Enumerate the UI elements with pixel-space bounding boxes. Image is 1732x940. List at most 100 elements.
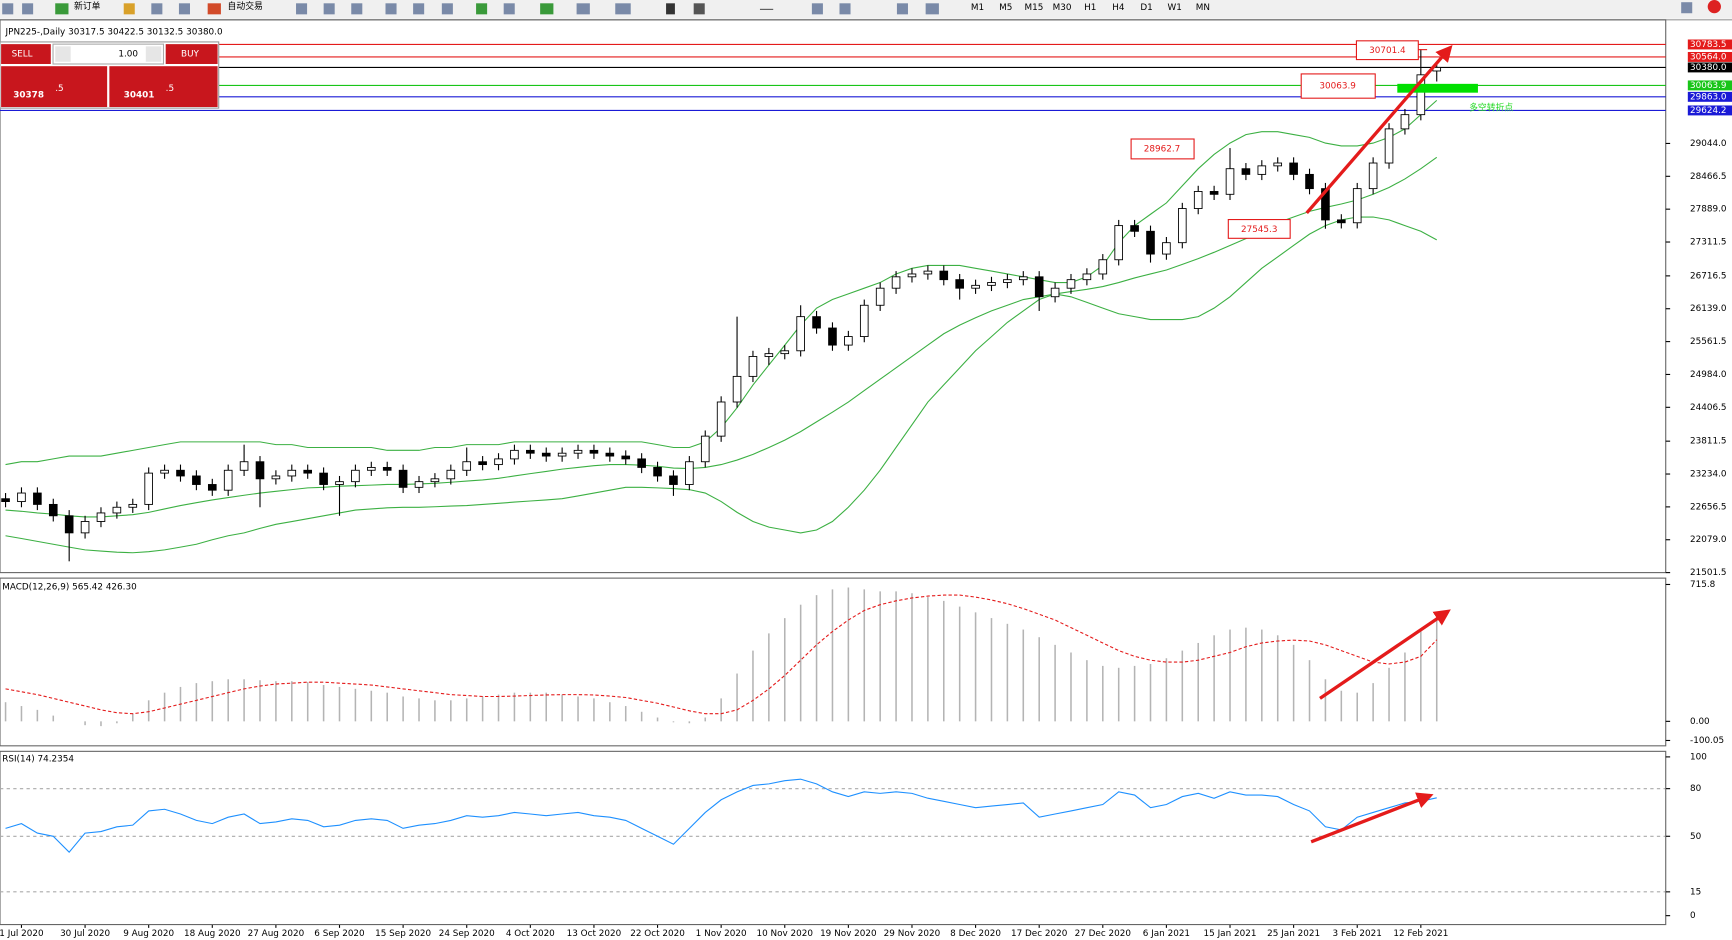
macd-signal [5, 594, 1438, 715]
candle-body [207, 484, 217, 491]
timeframe[interactable]: H1 [1084, 3, 1096, 13]
candle-body [573, 449, 583, 454]
sell-button[interactable]: SELL [12, 50, 33, 60]
candle-body [494, 458, 503, 466]
plot-area: 30783.530564.030380.030063.929863.029624… [0, 19, 1732, 939]
y-tick-label: 50 [1690, 832, 1702, 842]
candle-body [80, 521, 90, 534]
candle-body [780, 350, 790, 355]
candle-body [1241, 168, 1251, 175]
candle-body [732, 375, 742, 403]
candle-body [112, 506, 122, 514]
trade-panel: SELL 1.00 BUY 30378 .5 30401 .5 [0, 41, 220, 109]
y-tick-label: 27311.5 [1690, 238, 1727, 248]
candle-body [33, 492, 42, 505]
y-tick-label: 15 [1690, 887, 1701, 897]
price-tag [1687, 62, 1732, 73]
note: 多空转折点 [1469, 102, 1513, 114]
x-tick-label: 8 Dec 2020 [950, 929, 1001, 939]
timeframe[interactable]: M5 [999, 3, 1012, 13]
candle-body [160, 469, 169, 474]
y-tick-label: 25561.5 [1690, 337, 1727, 347]
candle-body [557, 452, 567, 457]
toolbar-button[interactable]: 新订单 [74, 0, 101, 12]
candle-body [17, 492, 26, 503]
y-tick-label: 24984.0 [1690, 370, 1727, 380]
lot-input[interactable]: 1.00 [118, 50, 138, 60]
x-tick-label: 22 Oct 2020 [630, 929, 685, 939]
candle-body [1209, 191, 1219, 195]
candle-body [1400, 114, 1410, 130]
price-tag [1687, 39, 1732, 50]
candle-body [144, 472, 153, 505]
timeframe[interactable]: M1 [971, 3, 984, 13]
annotation: 28962.7 [1144, 144, 1181, 154]
x-tick-label: 15 Sep 2020 [375, 929, 431, 939]
timeframe[interactable]: M15 [1024, 3, 1043, 13]
pane-border [0, 750, 1667, 926]
candle-body [748, 356, 758, 377]
candle-body [319, 472, 328, 485]
x-tick-label: 6 Sep 2020 [314, 929, 365, 939]
timeframe[interactable]: M30 [1053, 3, 1072, 13]
candle-body [223, 469, 233, 491]
candle-body [589, 449, 599, 454]
candle-body [1305, 173, 1314, 190]
y-tick-label: 0.00 [1690, 717, 1710, 727]
y-tick-label: 28466.5 [1690, 172, 1727, 182]
buy-button[interactable]: BUY [181, 50, 200, 60]
y-tick-label: 715.8 [1690, 580, 1716, 590]
bollinger-middle [5, 156, 1438, 518]
candle-body [1098, 259, 1108, 275]
candle-body [764, 353, 774, 357]
candle-body [1130, 225, 1139, 232]
sell-price: 30378 [13, 90, 44, 100]
candle-body [239, 461, 249, 471]
candle-body [414, 481, 424, 488]
candle-body [1177, 208, 1187, 244]
candle-body [64, 515, 74, 534]
y-tick-label: 26716.5 [1690, 271, 1727, 281]
y-tick-label: 100 [1690, 752, 1707, 762]
candle-body [685, 461, 694, 485]
x-tick-label: 27 Dec 2020 [1075, 929, 1132, 939]
candle-body [351, 469, 360, 483]
candle-body [1368, 162, 1378, 190]
y-tick-label: 23234.0 [1690, 470, 1727, 480]
timeframe[interactable]: W1 [1168, 3, 1182, 13]
candle-body [653, 466, 662, 477]
toolbar-button[interactable]: 自动交易 [228, 0, 263, 12]
candle-body [1003, 279, 1012, 283]
candle-body [1114, 225, 1124, 261]
timeframe[interactable]: MN [1196, 3, 1210, 13]
annotation: 27545.3 [1241, 225, 1278, 235]
timeframe[interactable]: H4 [1112, 3, 1125, 13]
x-tick-label: 6 Jan 2021 [1143, 929, 1190, 939]
candle-body [1018, 276, 1028, 281]
x-tick-label: 17 Dec 2020 [1011, 929, 1068, 939]
price-tag-label: 29863.0 [1690, 92, 1727, 102]
x-tick-label: 12 Feb 2021 [1393, 929, 1448, 939]
candle-body [796, 316, 805, 352]
price-tag [1687, 91, 1732, 102]
candle-body [812, 316, 821, 329]
candle-body [303, 469, 313, 474]
candle-body [923, 270, 933, 275]
x-tick-label: 4 Oct 2020 [506, 929, 555, 939]
timeframe[interactable]: D1 [1140, 3, 1152, 13]
candle-body [700, 435, 710, 463]
price-tag-label: 29624.2 [1690, 106, 1727, 116]
candle-body [1273, 162, 1283, 167]
candle-body [1289, 162, 1298, 175]
buy-price-pip: .5 [166, 84, 174, 94]
price-tag-label: 30783.5 [1690, 40, 1727, 50]
rsi-title: RSI(14) 74.2354 [2, 755, 74, 765]
candle-body [891, 276, 901, 289]
candle-body [192, 475, 201, 485]
price-tag [1687, 105, 1732, 116]
y-tick-label: 80 [1690, 784, 1702, 794]
x-tick-label: 1 Jul 2020 [0, 929, 44, 939]
candle-body [510, 449, 519, 460]
